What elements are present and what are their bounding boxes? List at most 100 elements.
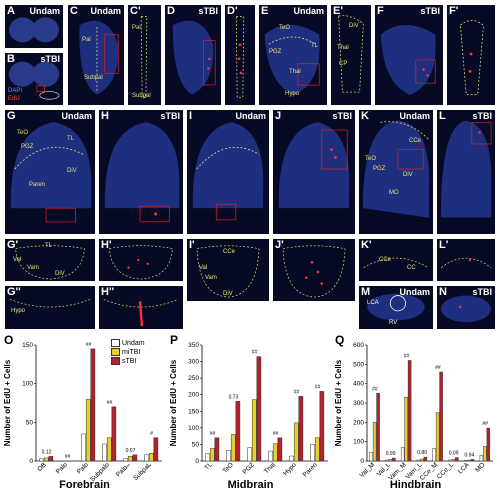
significance-label: ## (435, 365, 441, 371)
region-val: Val (199, 265, 208, 271)
bar-stbi (486, 427, 491, 462)
edu-label: EdU (8, 96, 20, 102)
region-rv: RV (389, 320, 398, 326)
legend-swatch-stbi (111, 357, 120, 366)
bar-undam (123, 458, 128, 462)
x-tick-label: PGZ (242, 461, 256, 475)
panel-label: L' (439, 239, 449, 251)
panel-label: E' (333, 5, 343, 17)
bar-stbi (235, 401, 241, 462)
significance-label: 0.94 (465, 452, 475, 458)
region-subpal: Subpal (84, 75, 103, 81)
region-pal: Pal (82, 37, 91, 43)
region-div: DiV (223, 291, 233, 297)
panel-label: B (7, 53, 15, 65)
region-teo: TeO (365, 156, 377, 162)
panel-K-prime: K' CCe CC (358, 238, 434, 282)
region-lca: LCA (367, 300, 379, 306)
legend-item: sTBI (111, 357, 145, 366)
y-tick-label: 0 (360, 458, 364, 465)
x-tick-label: CCe_L (436, 461, 456, 481)
panel-H: H sTBI (98, 109, 184, 235)
bar-undam (226, 450, 231, 462)
y-tick-label: 100 (353, 439, 364, 446)
condition-label: Undam (293, 6, 324, 16)
bar-mitbi (127, 456, 133, 462)
significance-label: ## (404, 353, 410, 359)
region-cce: CCe (223, 249, 236, 255)
legend-item: Undam (111, 339, 145, 348)
bar-stbi (90, 348, 96, 462)
significance-label: 0.73 (229, 394, 239, 400)
significance-label: 0.12 (42, 449, 52, 455)
condition-label: Undam (399, 111, 430, 121)
region-cce: CCe (379, 257, 392, 263)
bar-mitbi (467, 459, 471, 462)
y-tick-label: 500 (353, 361, 364, 368)
x-tick-label: TeO (222, 461, 235, 474)
panel-label: A (7, 5, 15, 17)
bar-mitbi (314, 437, 320, 462)
y-tick-label: 0 (29, 458, 33, 465)
bar-mitbi (404, 396, 408, 462)
region-div: DiV (403, 172, 413, 178)
bar-stbi (470, 459, 475, 462)
bar-stbi (392, 457, 396, 462)
panel-C-prime: C' Pal Subpal (127, 4, 162, 106)
region-val: Val (13, 257, 22, 263)
panel-label: H' (101, 239, 112, 251)
condition-label: sTBI (40, 54, 60, 64)
panel-G-double-prime: G'' Hypo (4, 285, 96, 330)
bar-mitbi (85, 398, 91, 462)
region-hypo: Hypo (11, 308, 26, 314)
bar-undam (400, 447, 405, 462)
y-tick-label: 150 (188, 408, 199, 415)
chart-letter: Q (335, 333, 345, 347)
panel-label: G (7, 110, 16, 122)
significance-label: 0.99 (386, 451, 396, 457)
bar-mitbi (106, 437, 112, 462)
legend-item: miTBI (111, 348, 145, 357)
significance-label: ## (86, 342, 92, 348)
chart-letter: O (4, 333, 14, 347)
chart-P: P 0 50 100 150 200 250 300 350 Number of EdU + C… (168, 333, 333, 491)
bar-undam (247, 447, 252, 462)
bar-stbi (407, 360, 412, 462)
region-tl: TL (45, 243, 53, 249)
y-tick-label: 400 (353, 381, 364, 388)
panel-label: K (361, 110, 369, 122)
region-vam: Vam (27, 265, 39, 271)
panel-label: D (167, 5, 175, 17)
y-tick-label: 100 (188, 425, 199, 432)
significance-label: ## (65, 454, 71, 460)
bar-undam (102, 443, 107, 462)
panel-label: H (101, 110, 109, 122)
panel-B: B sTBI DAPI EdU (4, 52, 64, 106)
y-tick-label: 0 (195, 458, 199, 465)
chart-Q: Q 0 100 200 300 400 500 600 Number of EdU + Cel… (333, 333, 498, 491)
bar-mitbi (420, 458, 424, 462)
region-pgz: PGZ (269, 49, 282, 55)
region-thal: Thal (337, 45, 349, 51)
significance-label: 0.80 (417, 450, 427, 456)
condition-label: Undam (399, 287, 430, 297)
x-tick-label: Thal (263, 461, 277, 475)
bar-stbi (298, 396, 304, 462)
panel-J-prime: J' (272, 238, 356, 302)
chart-legend: Undam miTBI sTBI (111, 339, 145, 366)
legend-swatch-mitbi (111, 348, 120, 357)
bar-undam (144, 454, 149, 462)
region-cc: CC (407, 265, 416, 271)
bar-undam (310, 444, 315, 462)
chart-P-svg: 0 50 100 150 200 250 300 350 Number of EdU + Cel… (169, 342, 328, 479)
panel-A: A Undam (4, 4, 64, 49)
panel-label: E (261, 5, 269, 17)
x-tick-label: LCA (457, 461, 471, 475)
panel-label: G' (7, 239, 19, 251)
panel-C: C Undam Pal Subpal (67, 4, 125, 106)
panel-F-prime: F' (446, 4, 496, 106)
condition-label: Undam (90, 6, 121, 16)
bar-undam (289, 455, 294, 462)
significance-label: ## (315, 384, 321, 390)
